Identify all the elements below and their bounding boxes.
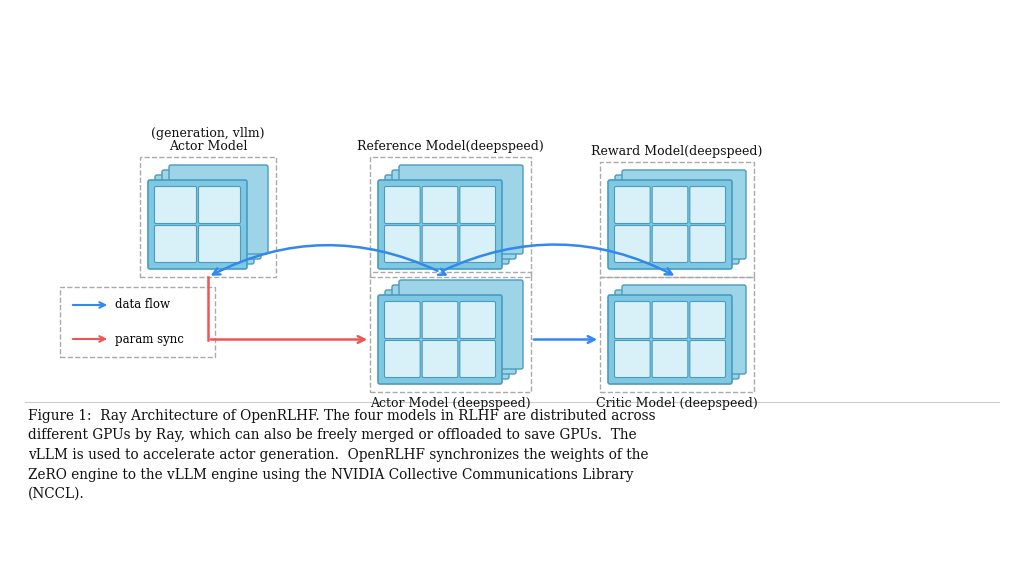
FancyBboxPatch shape	[384, 187, 420, 223]
Text: Reward Model(deepspeed): Reward Model(deepspeed)	[591, 145, 763, 158]
FancyBboxPatch shape	[148, 180, 247, 269]
FancyBboxPatch shape	[460, 341, 496, 378]
FancyBboxPatch shape	[614, 302, 650, 338]
Bar	[370, 272, 531, 392]
FancyBboxPatch shape	[384, 226, 420, 263]
FancyBboxPatch shape	[608, 295, 732, 384]
Text: param sync: param sync	[115, 332, 184, 345]
FancyBboxPatch shape	[199, 226, 241, 263]
FancyBboxPatch shape	[652, 187, 688, 223]
Text: Figure 1:  Ray Architecture of OpenRLHF. The four models in RLHF are distributed: Figure 1: Ray Architecture of OpenRLHF. …	[28, 409, 655, 501]
Bar	[600, 162, 754, 277]
FancyBboxPatch shape	[422, 341, 458, 378]
Text: data flow: data flow	[115, 298, 170, 311]
FancyBboxPatch shape	[690, 226, 725, 263]
Bar	[600, 277, 754, 392]
FancyBboxPatch shape	[378, 295, 502, 384]
Text: Critic Model (deepspeed): Critic Model (deepspeed)	[596, 397, 758, 410]
FancyBboxPatch shape	[392, 170, 516, 259]
FancyBboxPatch shape	[155, 187, 197, 223]
FancyBboxPatch shape	[690, 187, 725, 223]
FancyBboxPatch shape	[155, 175, 254, 264]
FancyBboxPatch shape	[155, 226, 197, 263]
FancyBboxPatch shape	[622, 285, 746, 374]
Bar	[60, 287, 215, 357]
Bar	[370, 157, 531, 277]
FancyBboxPatch shape	[652, 226, 688, 263]
FancyBboxPatch shape	[384, 341, 420, 378]
FancyBboxPatch shape	[422, 226, 458, 263]
FancyBboxPatch shape	[392, 285, 516, 374]
FancyBboxPatch shape	[385, 175, 509, 264]
FancyBboxPatch shape	[614, 341, 650, 378]
FancyBboxPatch shape	[399, 165, 523, 254]
FancyBboxPatch shape	[422, 302, 458, 338]
FancyBboxPatch shape	[460, 226, 496, 263]
Text: Reference Model(deepspeed): Reference Model(deepspeed)	[357, 140, 544, 153]
Text: Actor Model (deepspeed): Actor Model (deepspeed)	[371, 397, 530, 410]
FancyBboxPatch shape	[199, 187, 241, 223]
Text: (generation, vllm): (generation, vllm)	[152, 127, 265, 140]
FancyBboxPatch shape	[384, 302, 420, 338]
FancyBboxPatch shape	[614, 187, 650, 223]
FancyBboxPatch shape	[615, 290, 739, 379]
FancyBboxPatch shape	[422, 187, 458, 223]
FancyBboxPatch shape	[614, 226, 650, 263]
FancyBboxPatch shape	[378, 180, 502, 269]
FancyBboxPatch shape	[385, 290, 509, 379]
FancyBboxPatch shape	[690, 302, 725, 338]
FancyBboxPatch shape	[162, 170, 261, 259]
FancyBboxPatch shape	[652, 302, 688, 338]
FancyBboxPatch shape	[460, 302, 496, 338]
FancyBboxPatch shape	[460, 187, 496, 223]
FancyBboxPatch shape	[399, 280, 523, 369]
Text: Actor Model: Actor Model	[169, 140, 247, 153]
FancyBboxPatch shape	[608, 180, 732, 269]
FancyBboxPatch shape	[615, 175, 739, 264]
FancyBboxPatch shape	[622, 170, 746, 259]
FancyBboxPatch shape	[690, 341, 725, 378]
FancyBboxPatch shape	[652, 341, 688, 378]
FancyBboxPatch shape	[169, 165, 268, 254]
Bar	[140, 157, 276, 277]
